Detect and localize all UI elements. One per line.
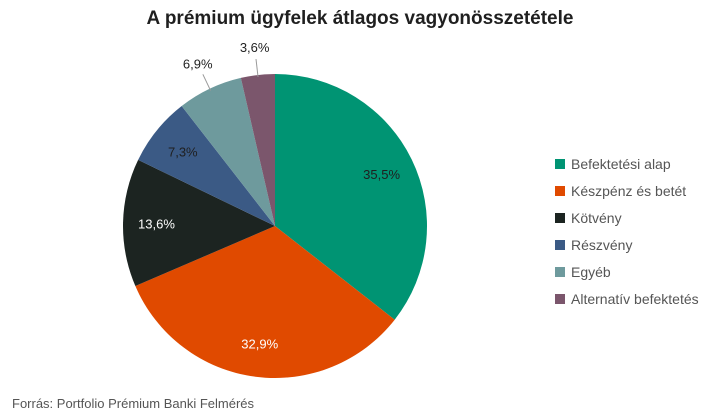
pie-slice bbox=[122, 159, 275, 287]
slice-value-label: 6,9% bbox=[183, 56, 213, 71]
legend-item: Kötvény bbox=[555, 204, 699, 231]
legend-label: Részvény bbox=[571, 236, 633, 253]
legend-label: Készpénz és betét bbox=[571, 182, 687, 199]
legend-item: Készpénz és betét bbox=[555, 177, 699, 204]
legend-item: Alternatív befektetés bbox=[555, 285, 699, 312]
pie-slice bbox=[138, 106, 275, 226]
source-note: Forrás: Portfolio Prémium Banki Felmérés bbox=[12, 396, 255, 411]
chart-title: A prémium ügyfelek átlagos vagyonösszeté… bbox=[146, 8, 574, 29]
pie-slices bbox=[122, 74, 428, 379]
legend-label: Befektetési alap bbox=[571, 155, 671, 172]
data-labels: 35,5% 32,9% 13,6% 7,3% 6,9% 3,6% bbox=[138, 40, 400, 351]
pie-slice bbox=[240, 74, 275, 226]
pie-slice bbox=[275, 74, 428, 320]
legend-item: Befektetési alap bbox=[555, 150, 699, 177]
legend-item: Egyéb bbox=[555, 258, 699, 285]
legend: Befektetési alap Készpénz és betét Kötvény… bbox=[555, 150, 699, 312]
legend-swatch bbox=[555, 293, 565, 304]
legend-item: Részvény bbox=[555, 231, 699, 258]
pie-slice bbox=[181, 77, 275, 226]
leader-line bbox=[255, 59, 259, 78]
pie-slice bbox=[135, 226, 395, 379]
slice-value-label: 35,5% bbox=[363, 167, 400, 182]
legend-swatch bbox=[555, 185, 565, 196]
legend-swatch bbox=[555, 158, 565, 169]
legend-swatch bbox=[555, 212, 565, 223]
legend-swatch bbox=[555, 239, 565, 250]
slice-value-label: 7,3% bbox=[168, 144, 198, 159]
leader-line bbox=[202, 74, 212, 91]
legend-label: Kötvény bbox=[571, 209, 622, 226]
slice-value-label: 32,9% bbox=[241, 337, 278, 352]
leader-lines bbox=[202, 59, 259, 91]
legend-label: Egyéb bbox=[571, 263, 611, 280]
legend-label: Alternatív befektetés bbox=[571, 290, 699, 307]
slice-value-label: 13,6% bbox=[138, 216, 175, 231]
legend-swatch bbox=[555, 266, 565, 277]
slice-value-label: 3,6% bbox=[240, 40, 270, 55]
